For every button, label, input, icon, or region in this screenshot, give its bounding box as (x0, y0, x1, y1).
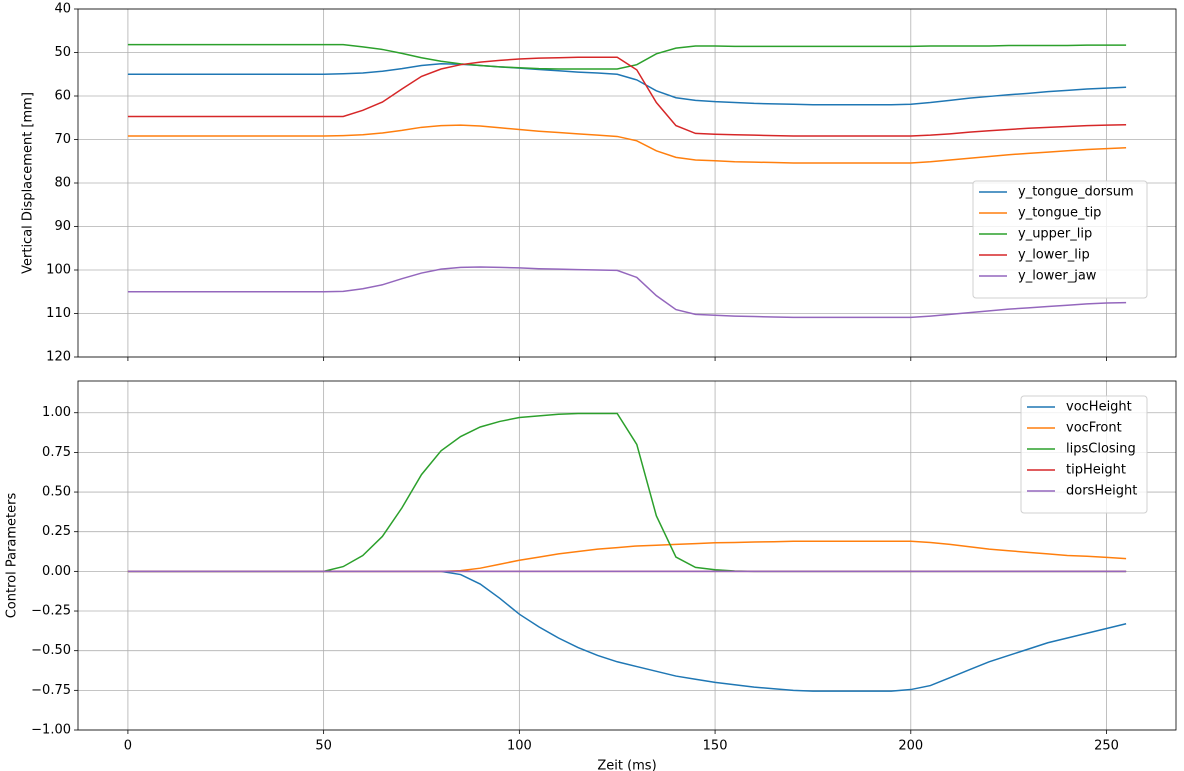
legend-label: y_tongue_dorsum (1018, 185, 1134, 200)
y-tick-label: 90 (54, 219, 71, 234)
y-tick-label: 40 (54, 2, 71, 17)
legend-label: y_upper_lip (1018, 227, 1092, 242)
y-tick-label: 80 (54, 176, 71, 191)
legend-box (972, 180, 1148, 299)
y-axis-label: Control Parameters (5, 493, 20, 619)
x-axis-label: Zeit (ms) (597, 759, 656, 771)
x-tick-label: 100 (507, 739, 532, 754)
y-tick-label: 50 (54, 45, 71, 60)
legend-label: vocHeight (1066, 400, 1132, 415)
y-tick-label: −0.50 (31, 643, 71, 658)
y-tick-label: 60 (54, 89, 71, 104)
legend: y_tongue_dorsum y_tongue_tip y_upper_lip y_… (972, 180, 1148, 299)
y-tick-label: −1.00 (31, 723, 71, 738)
y-tick-label: 0.25 (42, 524, 71, 539)
y-tick-label: 110 (46, 306, 71, 321)
y-tick-label: −0.25 (31, 604, 71, 619)
legend-label: y_tongue_tip (1018, 206, 1101, 221)
x-tick-label: 200 (898, 739, 923, 754)
y-tick-label: 0.00 (42, 564, 71, 579)
legend-label: vocFront (1066, 421, 1122, 436)
x-tick-label: 150 (703, 739, 728, 754)
legend-label: lipsClosing (1066, 442, 1136, 457)
legend-label: tipHeight (1066, 463, 1126, 478)
data-line (127, 124, 1127, 164)
x-tick-label: 50 (315, 739, 332, 754)
legend: vocHeight vocFront lipsClosing tipHeight dor… (1020, 395, 1148, 514)
axes-frame (77, 380, 1177, 731)
y-tick-label: 70 (54, 132, 71, 147)
y-tick-label: −0.75 (31, 683, 71, 698)
data-line (127, 56, 1127, 137)
x-tick-label: 250 (1094, 739, 1119, 754)
y-tick-label: 100 (46, 263, 71, 278)
legend-box (1020, 395, 1148, 514)
y-tick-label: 0.50 (42, 485, 71, 500)
data-line (127, 570, 1127, 692)
data-line (127, 540, 1127, 573)
y-tick-label: 120 (46, 350, 71, 365)
legend-label: dorsHeight (1066, 484, 1137, 499)
data-line (127, 63, 1127, 106)
legend-label: y_lower_lip (1018, 248, 1090, 263)
axes-frame (77, 8, 1177, 358)
x-tick-label: 0 (124, 739, 132, 754)
data-line (127, 266, 1127, 319)
y-tick-label: 1.00 (42, 405, 71, 420)
legend-label: y_lower_jaw (1018, 269, 1097, 284)
y-tick-label: 0.75 (42, 445, 71, 460)
y-axis-label: Vertical Displacement [mm] (21, 92, 36, 274)
data-line (127, 43, 1127, 70)
